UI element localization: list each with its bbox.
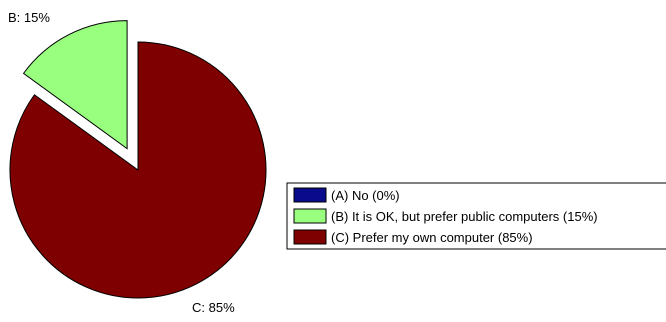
legend-swatch-a xyxy=(293,187,327,203)
legend-frame xyxy=(286,182,666,250)
legend-label-c: (C) Prefer my own computer (85%) xyxy=(331,230,533,245)
legend-swatch-c xyxy=(293,229,327,245)
pie-slice-b xyxy=(22,20,128,150)
slice-label-b: B: 15% xyxy=(8,10,50,25)
slice-labels: C: 85% B: 15% xyxy=(8,10,235,315)
pie-slices xyxy=(9,20,267,299)
legend-label-a: (A) No (0%) xyxy=(331,188,400,203)
legend-swatch-b xyxy=(293,208,327,224)
legend-label-b: (B) It is OK, but prefer public computer… xyxy=(331,209,598,224)
legend: (A) No (0%) (B) It is OK, but prefer pub… xyxy=(286,182,666,250)
slice-label-c: C: 85% xyxy=(192,300,235,315)
pie-slice-c xyxy=(9,41,267,299)
